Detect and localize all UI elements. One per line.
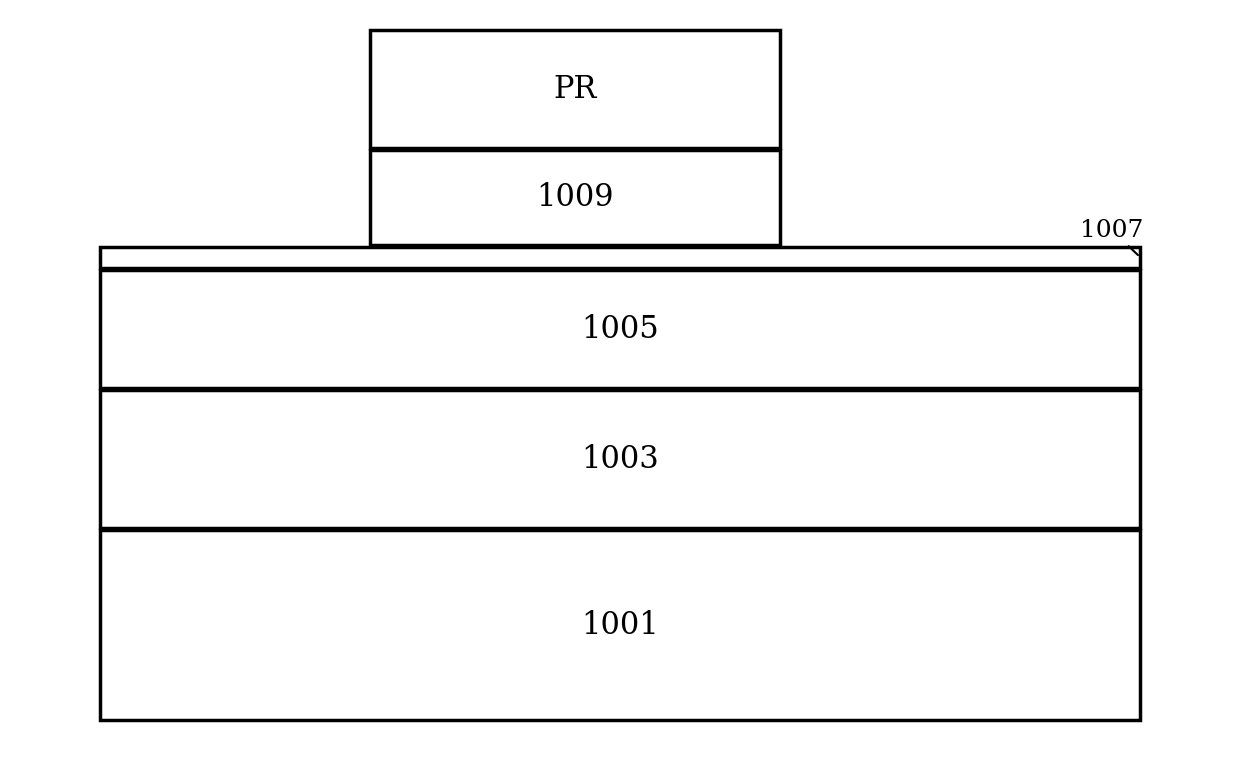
Bar [100,530,1140,720]
Text: 1007: 1007 [1080,219,1143,255]
Bar [100,390,1140,528]
Bar [100,270,1140,388]
Text: 1005: 1005 [582,314,658,344]
Bar [370,150,780,245]
Text: 1001: 1001 [582,610,658,640]
Text: 1003: 1003 [582,444,658,474]
Text: 1009: 1009 [536,182,614,213]
Text: PR: PR [553,73,596,105]
Bar [100,247,1140,268]
Bar [370,30,780,148]
